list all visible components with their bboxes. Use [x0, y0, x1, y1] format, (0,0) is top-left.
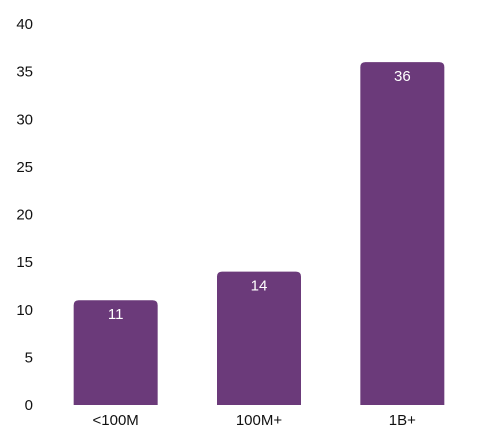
y-tick-label: 25	[16, 159, 33, 176]
bar-3	[360, 62, 445, 405]
y-tick-label: 20	[16, 207, 33, 224]
x-tick-label: 100M+	[236, 412, 283, 429]
x-axis: <100M 100M+ 1B+	[93, 412, 417, 429]
bar-value-label: 14	[251, 278, 268, 295]
x-tick-label: 1B+	[389, 412, 416, 429]
bar-2	[217, 271, 301, 405]
y-tick-label: 15	[16, 254, 33, 271]
bar-1	[73, 300, 158, 405]
y-tick-label: 30	[16, 111, 33, 128]
y-tick-label: 35	[16, 64, 33, 81]
y-tick-label: 0	[25, 397, 33, 414]
bar-value-label: 36	[394, 68, 411, 85]
x-tick-label: <100M	[93, 412, 139, 429]
y-tick-label: 10	[16, 302, 33, 319]
y-tick-label: 5	[25, 349, 33, 366]
y-axis: 0 5 10 15 20 25 30 35 40	[16, 16, 33, 414]
bar-series	[73, 62, 445, 405]
y-tick-label: 40	[16, 16, 33, 33]
bar-value-label: 11	[108, 306, 124, 323]
data-labels: 11 14 36	[108, 68, 411, 323]
